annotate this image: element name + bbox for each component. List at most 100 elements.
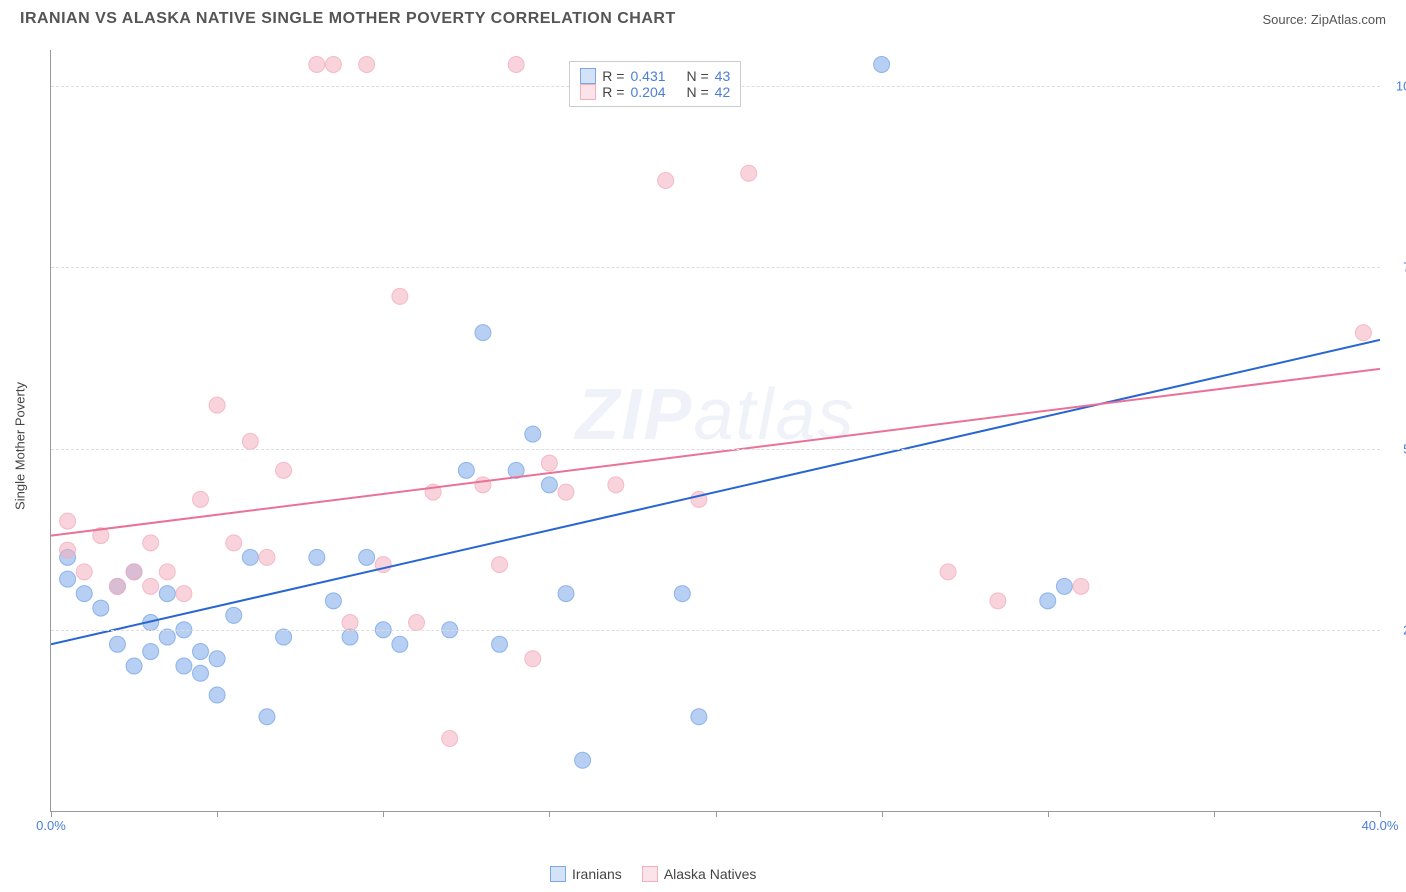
data-point (575, 752, 591, 768)
chart-svg-layer (51, 50, 1380, 811)
data-point (176, 658, 192, 674)
legend-n-value: 43 (715, 68, 731, 84)
data-point (276, 629, 292, 645)
data-point (242, 433, 258, 449)
data-point (541, 477, 557, 493)
data-point (159, 629, 175, 645)
legend-n-label: N = (686, 84, 708, 100)
data-point (990, 593, 1006, 609)
x-tick (217, 811, 218, 817)
data-point (940, 564, 956, 580)
data-point (475, 325, 491, 341)
data-point (492, 636, 508, 652)
data-point (325, 593, 341, 609)
data-point (442, 731, 458, 747)
data-point (226, 607, 242, 623)
data-point (359, 56, 375, 72)
data-point (359, 549, 375, 565)
data-point (209, 397, 225, 413)
data-point (342, 615, 358, 631)
legend-stats-row: R = 0.204 N = 42 (580, 84, 730, 100)
data-point (558, 484, 574, 500)
legend-series-item: Alaska Natives (642, 866, 757, 882)
legend-swatch (580, 84, 596, 100)
y-tick-label: 100.0% (1385, 79, 1406, 94)
data-point (658, 172, 674, 188)
data-point (608, 477, 624, 493)
data-point (392, 636, 408, 652)
data-point (126, 658, 142, 674)
legend-swatch (550, 866, 566, 882)
data-point (143, 578, 159, 594)
legend-bottom: Iranians Alaska Natives (550, 866, 756, 882)
data-point (242, 549, 258, 565)
legend-n-label: N = (686, 68, 708, 84)
data-point (874, 56, 890, 72)
x-tick (716, 811, 717, 817)
legend-swatch (580, 68, 596, 84)
x-tick (1214, 811, 1215, 817)
x-tick (51, 811, 52, 817)
data-point (60, 571, 76, 587)
legend-stats-box: R = 0.431 N = 43 R = 0.204 N = 42 (569, 61, 741, 107)
data-point (143, 535, 159, 551)
data-point (492, 557, 508, 573)
data-point (226, 535, 242, 551)
data-point (691, 709, 707, 725)
data-point (193, 491, 209, 507)
data-point (558, 586, 574, 602)
data-point (741, 165, 757, 181)
data-point (525, 651, 541, 667)
x-tick (383, 811, 384, 817)
data-point (109, 636, 125, 652)
data-point (193, 665, 209, 681)
data-point (1056, 578, 1072, 594)
legend-swatch (642, 866, 658, 882)
data-point (1073, 578, 1089, 594)
data-point (342, 629, 358, 645)
data-point (60, 542, 76, 558)
data-point (109, 578, 125, 594)
gridline (51, 449, 1380, 450)
data-point (76, 586, 92, 602)
data-point (93, 600, 109, 616)
legend-stats-row: R = 0.431 N = 43 (580, 68, 730, 84)
x-tick-label: 0.0% (36, 818, 66, 833)
y-axis-label: Single Mother Poverty (13, 382, 28, 510)
x-tick (1048, 811, 1049, 817)
legend-r-value: 0.204 (630, 84, 680, 100)
data-point (309, 549, 325, 565)
gridline (51, 630, 1380, 631)
data-point (408, 615, 424, 631)
data-point (76, 564, 92, 580)
legend-r-label: R = (602, 68, 624, 84)
data-point (60, 513, 76, 529)
data-point (176, 586, 192, 602)
data-point (159, 564, 175, 580)
data-point (541, 455, 557, 471)
y-tick-label: 50.0% (1385, 441, 1406, 456)
x-tick-label: 40.0% (1362, 818, 1399, 833)
chart-title: IRANIAN VS ALASKA NATIVE SINGLE MOTHER P… (20, 10, 676, 28)
data-point (143, 644, 159, 660)
data-point (525, 426, 541, 442)
data-point (259, 549, 275, 565)
data-point (1355, 325, 1371, 341)
data-point (674, 586, 690, 602)
legend-r-label: R = (602, 84, 624, 100)
data-point (209, 651, 225, 667)
regression-line (51, 369, 1380, 536)
data-point (458, 462, 474, 478)
x-tick (882, 811, 883, 817)
data-point (159, 586, 175, 602)
legend-series-label: Iranians (572, 866, 622, 882)
legend-n-value: 42 (715, 84, 731, 100)
data-point (475, 477, 491, 493)
data-point (209, 687, 225, 703)
legend-r-value: 0.431 (630, 68, 680, 84)
data-point (259, 709, 275, 725)
x-tick (1380, 811, 1381, 817)
data-point (126, 564, 142, 580)
data-point (309, 56, 325, 72)
y-tick-label: 25.0% (1385, 622, 1406, 637)
